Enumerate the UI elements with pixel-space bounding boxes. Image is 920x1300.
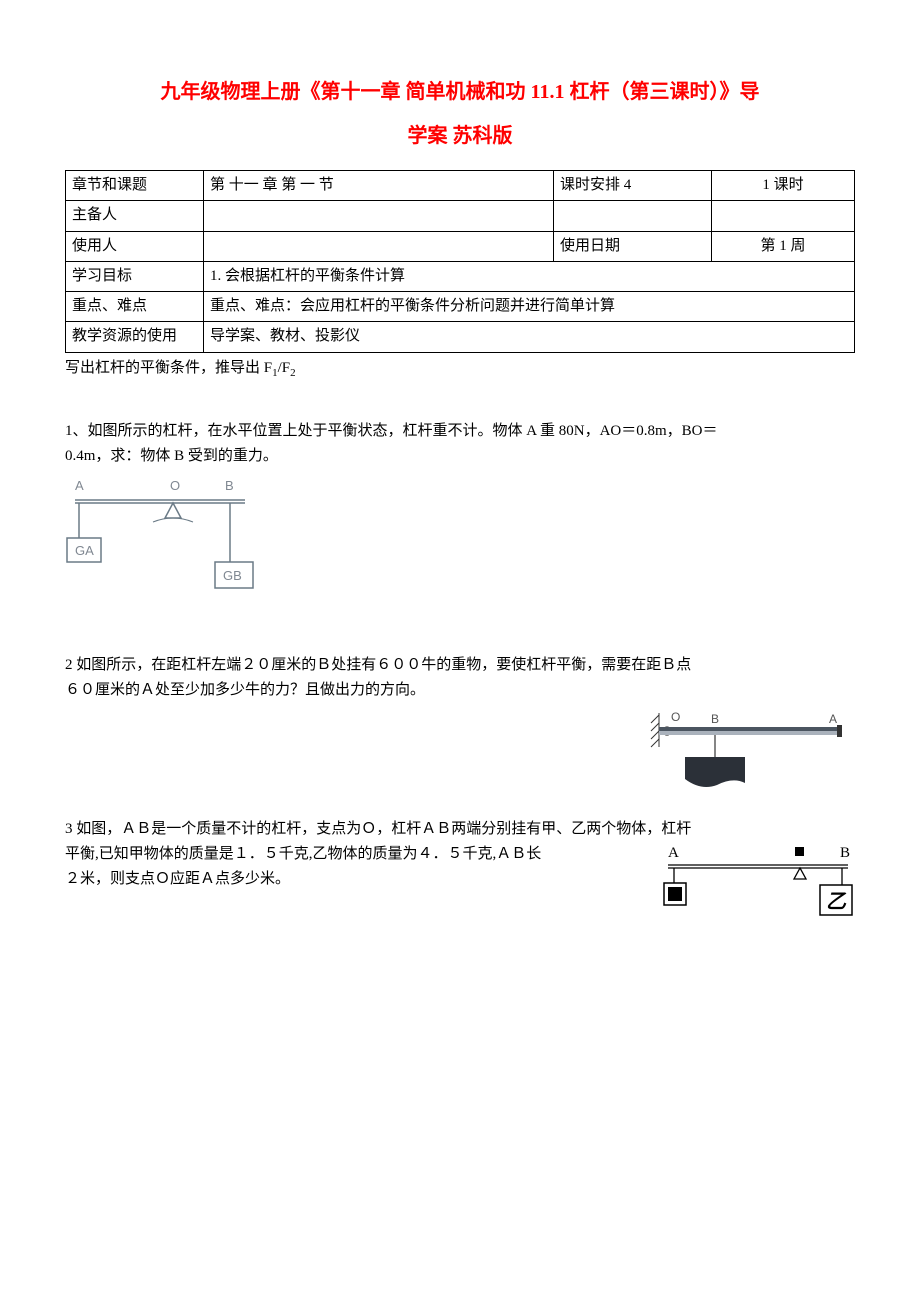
cell: 导学案、教材、投影仪 [204, 322, 855, 352]
cell: 第 十一 章 第 一 节 [204, 171, 554, 201]
question-1: 1、如图所示的杠杆，在水平位置上处于平衡状态，杠杆重不计。物体 A 重 80N，… [65, 420, 855, 601]
cell: 第 1 周 [712, 231, 855, 261]
table-row: 章节和课题 第 十一 章 第 一 节 课时安排 4 1 课时 [66, 171, 855, 201]
table-row: 教学资源的使用 导学案、教材、投影仪 [66, 322, 855, 352]
svg-text:A: A [829, 712, 837, 726]
svg-text:A: A [668, 845, 679, 861]
q1-line1: 1、如图所示的杠杆，在水平位置上处于平衡状态，杠杆重不计。物体 A 重 80N，… [65, 420, 855, 443]
info-table: 章节和课题 第 十一 章 第 一 节 课时安排 4 1 课时 主备人 使用人 使… [65, 170, 855, 353]
cell: 1 课时 [712, 171, 855, 201]
title-line1: 九年级物理上册《第十一章 简单机械和功 11.1 杠杆（第三课时）》导 [161, 81, 760, 103]
cell: 教学资源的使用 [66, 322, 204, 352]
intro-text: 写出杠杆的平衡条件，推导出 F1/F2 [65, 357, 855, 382]
cell [204, 231, 554, 261]
table-row: 学习目标 1. 会根据杠杆的平衡条件计算 [66, 261, 855, 291]
svg-text:B: B [840, 845, 850, 861]
cell: 学习目标 [66, 261, 204, 291]
cell: 使用日期 [554, 231, 712, 261]
q3-line1: 3 如图，ＡＢ是一个质量不计的杠杆，支点为Ｏ，杠杆ＡＢ两端分别挂有甲、乙两个物体… [65, 818, 855, 841]
cell: 课时安排 4 [554, 171, 712, 201]
q2-line1: 2 如图所示，在距杠杆左端２０厘米的Ｂ处挂有６００牛的重物，要使杠杆平衡，需要在… [65, 654, 855, 677]
cell: 主备人 [66, 201, 204, 231]
cell: 章节和课题 [66, 171, 204, 201]
svg-text:B: B [711, 712, 719, 726]
svg-text:O: O [170, 478, 180, 493]
cell: 重点、难点 [66, 292, 204, 322]
svg-text:GB: GB [223, 568, 242, 583]
figure-1: A O B GA GB [65, 470, 265, 600]
svg-text:GA: GA [75, 543, 94, 558]
svg-text:O: O [671, 710, 680, 724]
svg-text:乙: 乙 [826, 891, 847, 913]
title-line2: 学案 苏科版 [408, 125, 513, 147]
table-row: 主备人 [66, 201, 855, 231]
svg-text:B: B [225, 478, 234, 493]
table-row: 重点、难点 重点、难点：会应用杠杆的平衡条件分析问题并进行简单计算 [66, 292, 855, 322]
question-3: 3 如图，ＡＢ是一个质量不计的杠杆，支点为Ｏ，杠杆ＡＢ两端分别挂有甲、乙两个物体… [65, 818, 855, 928]
question-2: 2 如图所示，在距杠杆左端２０厘米的Ｂ处挂有６００牛的重物，要使杠杆平衡，需要在… [65, 654, 855, 800]
figure-3: A B 乙 [660, 843, 855, 928]
cell [712, 201, 855, 231]
cell: 重点、难点：会应用杠杆的平衡条件分析问题并进行简单计算 [204, 292, 855, 322]
figure-2: O B A [645, 705, 855, 800]
cell [204, 201, 554, 231]
svg-text:A: A [75, 478, 84, 493]
cell: 1. 会根据杠杆的平衡条件计算 [204, 261, 855, 291]
doc-title: 九年级物理上册《第十一章 简单机械和功 11.1 杠杆（第三课时）》导 学案 苏… [65, 70, 855, 158]
q3-line3: ２米，则支点Ｏ应距Ａ点多少米。 [65, 868, 642, 891]
cell [554, 201, 712, 231]
table-row: 使用人 使用日期 第 1 周 [66, 231, 855, 261]
cell: 使用人 [66, 231, 204, 261]
q3-line2: 平衡,已知甲物体的质量是１．５千克,乙物体的质量为４．５千克,ＡＢ长 [65, 843, 642, 866]
q1-line2: 0.4m，求：物体 B 受到的重力。 [65, 445, 855, 468]
q2-line2: ６０厘米的Ａ处至少加多少牛的力？且做出力的方向。 [65, 679, 855, 702]
